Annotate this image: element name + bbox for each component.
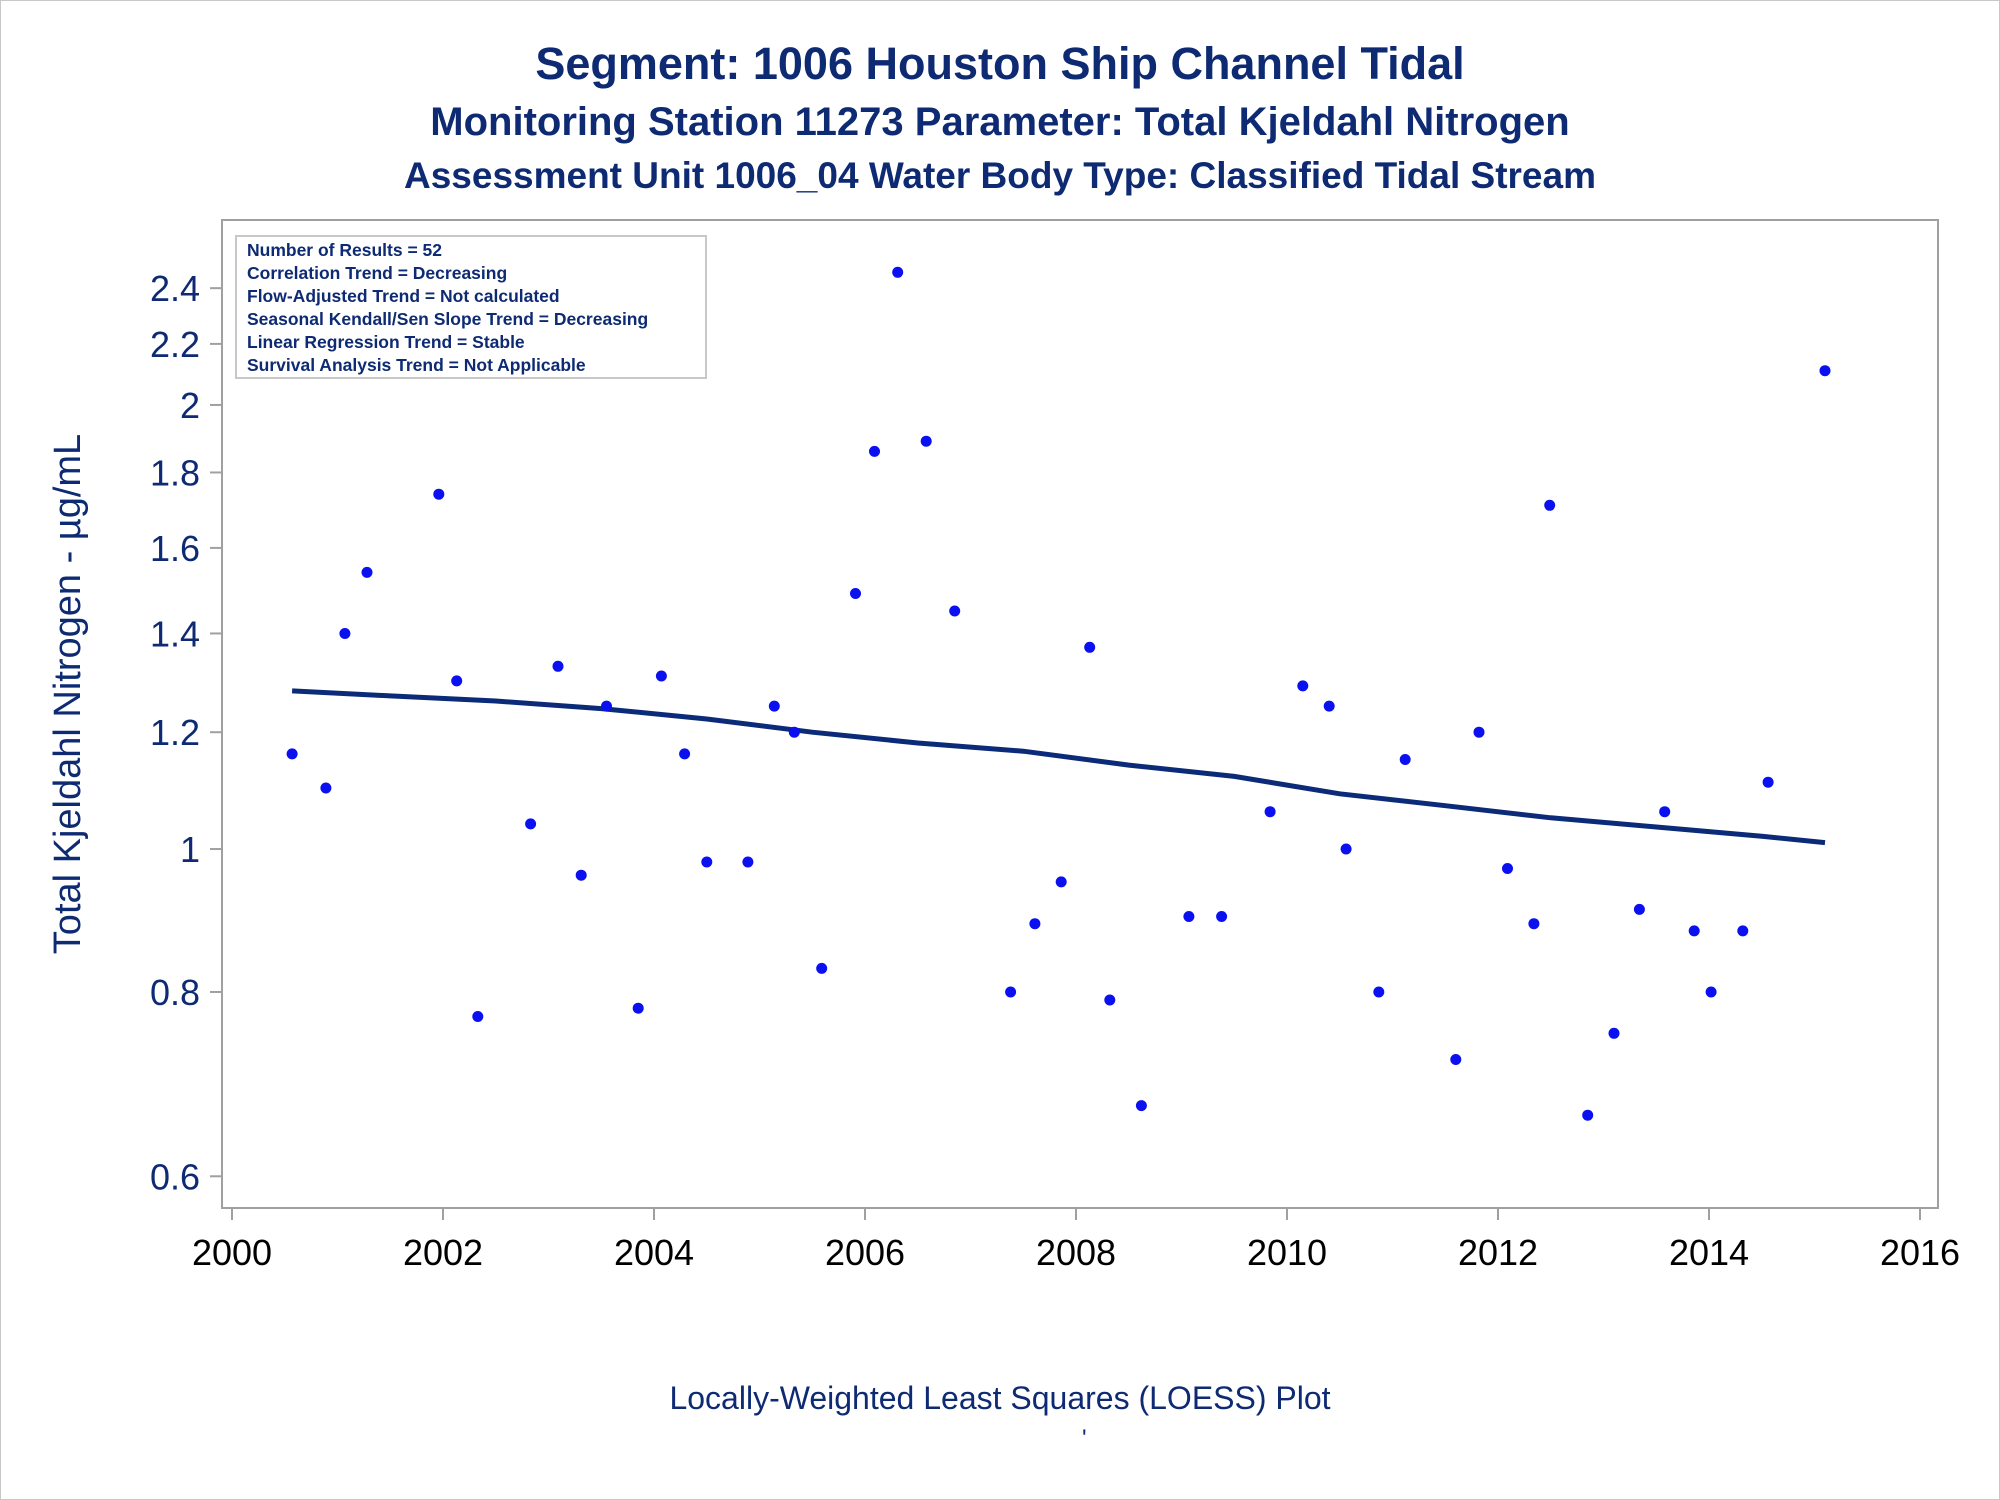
y-tick-label-2.2: 2.2 [150, 324, 200, 365]
data-point-36 [1340, 843, 1352, 855]
data-point-12 [632, 1002, 644, 1014]
data-point-11 [601, 700, 612, 712]
data-point-50 [1737, 925, 1749, 937]
x-tick-label-2016: 2016 [1880, 1232, 1960, 1273]
data-point-3 [339, 628, 351, 639]
y-tick-label-1: 1 [180, 829, 200, 870]
y-axis-label: Total Kjeldahl Nitrogen - µg/mL [47, 434, 89, 954]
chart-title: Segment: 1006 Houston Ship Channel Tidal [535, 38, 1465, 89]
data-point-41 [1502, 863, 1513, 874]
x-tick-label-2008: 2008 [1036, 1232, 1116, 1273]
data-point-1 [286, 748, 298, 760]
x-tick-label-2004: 2004 [614, 1232, 694, 1273]
stats-box-border [235, 235, 707, 379]
data-point-16 [742, 856, 754, 868]
plot-area [221, 219, 1939, 1209]
data-point-46 [1633, 903, 1645, 915]
x-tick-label-2000: 2000 [192, 1232, 272, 1273]
x-tick-label-2006: 2006 [825, 1232, 905, 1273]
data-point-20 [850, 588, 861, 599]
data-point-13 [655, 670, 667, 682]
stats-line-6: Survival Analysis Trend = Not Applicable [247, 355, 586, 375]
data-point-24 [949, 605, 961, 617]
y-tick-label-2.4: 2.4 [150, 268, 200, 309]
data-points [286, 266, 1831, 1121]
data-point-45 [1608, 1027, 1620, 1039]
data-point-44 [1582, 1109, 1594, 1121]
data-point-35 [1323, 700, 1335, 712]
data-point-23 [920, 435, 932, 447]
data-point-33 [1264, 806, 1276, 818]
data-point-4 [361, 566, 373, 578]
data-point-39 [1450, 1054, 1462, 1065]
data-point-38 [1399, 754, 1411, 765]
x-tick-label-2014: 2014 [1669, 1232, 1749, 1273]
data-point-2 [320, 782, 332, 794]
y-axis: 0.6 0.8 1 1.2 1.4 1.6 1.8 2 2.2 2.4 [150, 268, 222, 1197]
stats-box: Number of Results = 52 Correlation Trend … [235, 235, 707, 379]
loess-trend-line [291, 688, 1826, 846]
y-tick-label-1.8: 1.8 [150, 452, 200, 493]
data-point-14 [679, 748, 691, 760]
stats-line-3: Flow-Adjusted Trend = Not calculated [247, 286, 560, 306]
data-point-18 [788, 726, 800, 738]
data-point-47 [1659, 806, 1671, 818]
stats-line-1: Number of Results = 52 [247, 240, 442, 260]
y-tick-label-1.2: 1.2 [150, 712, 200, 753]
data-point-49 [1705, 986, 1717, 998]
data-point-52 [1819, 365, 1831, 377]
data-point-15 [701, 856, 713, 868]
data-point-28 [1084, 641, 1096, 653]
data-point-9 [552, 660, 564, 672]
stats-line-5: Linear Regression Trend = Stable [247, 332, 525, 352]
data-point-10 [575, 869, 587, 881]
data-point-26 [1029, 918, 1041, 930]
footnote: Locally-Weighted Least Squares (LOESS) P… [669, 1380, 1331, 1416]
data-point-27 [1055, 876, 1067, 888]
stats-line-2: Correlation Trend = Decreasing [247, 263, 507, 283]
y-tick-label-1.6: 1.6 [150, 528, 200, 569]
data-point-34 [1297, 680, 1309, 692]
data-point-43 [1544, 499, 1556, 511]
y-tick-label-0.8: 0.8 [150, 972, 200, 1013]
footnote-mark: ' [1082, 1425, 1087, 1452]
data-point-30 [1135, 1100, 1147, 1112]
x-axis: 2000 2002 2004 2006 2008 2010 2012 2014 2016 [192, 1208, 1960, 1273]
data-point-42 [1528, 918, 1540, 930]
data-point-8 [525, 818, 537, 830]
data-point-25 [1005, 986, 1017, 998]
data-point-5 [433, 488, 445, 500]
y-tick-label-2: 2 [180, 385, 200, 426]
y-tick-label-0.6: 0.6 [150, 1156, 200, 1197]
data-point-6 [451, 675, 463, 687]
x-tick-label-2002: 2002 [403, 1232, 483, 1273]
data-point-37 [1373, 986, 1385, 998]
chart-subtitle-assessment: Assessment Unit 1006_04 Water Body Type:… [404, 155, 1596, 196]
data-point-51 [1762, 776, 1774, 788]
data-point-17 [768, 700, 780, 712]
stats-line-4: Seasonal Kendall/Sen Slope Trend = Decre… [247, 309, 648, 329]
data-point-40 [1473, 726, 1485, 738]
data-point-31 [1183, 911, 1195, 922]
x-tick-label-2012: 2012 [1458, 1232, 1538, 1273]
data-point-22 [892, 266, 904, 278]
data-point-7 [472, 1011, 484, 1022]
chart-subtitle-station: Monitoring Station 11273 Parameter: Tota… [430, 100, 1570, 144]
y-tick-label-1.4: 1.4 [150, 613, 200, 654]
x-tick-label-2010: 2010 [1247, 1232, 1327, 1273]
data-point-19 [816, 962, 828, 974]
data-point-48 [1688, 925, 1700, 937]
data-point-21 [869, 445, 880, 457]
data-point-32 [1216, 911, 1228, 922]
data-point-29 [1104, 994, 1116, 1006]
